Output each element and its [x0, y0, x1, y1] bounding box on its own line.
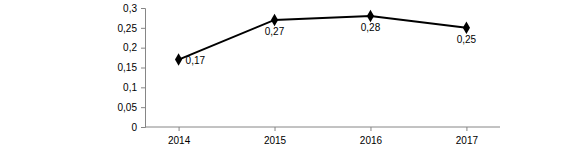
x-tick-mark [179, 127, 180, 131]
x-tick-mark [275, 127, 276, 131]
data-label: 0,27 [265, 26, 285, 37]
marker [463, 22, 470, 34]
x-tick-mark [370, 127, 371, 131]
line [179, 16, 467, 60]
x-tick: 2016 [360, 127, 383, 146]
plot-area [175, 10, 470, 66]
y-tick-label: 0,15 [118, 62, 138, 73]
x-tick-label: 2014 [168, 135, 191, 146]
y-tick-mark [141, 127, 145, 128]
x-tick-label: 2016 [360, 135, 383, 146]
y-tick: 0,2 [123, 42, 145, 53]
marker [367, 10, 374, 22]
y-tick-mark [141, 28, 145, 29]
y-tick-mark [141, 8, 145, 9]
y-tick-mark [141, 87, 145, 88]
marker [271, 14, 278, 26]
data-label: 0,25 [457, 34, 477, 45]
data-labels: 0,17 0,27 0,28 0,25 [186, 22, 477, 66]
y-tick: 0,15 [118, 62, 145, 73]
x-axis: 2014 2015 2016 2017 [145, 127, 500, 146]
data-label: 0,17 [186, 55, 206, 66]
x-tick-label: 2017 [456, 135, 479, 146]
x-tick-mark [466, 127, 467, 131]
data-label: 0,28 [361, 22, 381, 33]
y-tick-label: 0 [131, 122, 137, 133]
x-axis-line [145, 127, 500, 128]
y-tick-label: 0,3 [123, 3, 137, 14]
y-axis: 0 0,05 0,1 0,15 0,2 0,25 0,3 [118, 3, 146, 133]
y-tick: 0 [131, 122, 145, 133]
marker [175, 53, 182, 65]
chart: 0 0,05 0,1 0,15 0,2 0,25 0,3 2014 2015 2016 2017 0,… [0, 0, 581, 158]
y-tick: 0,1 [123, 82, 145, 93]
y-axis-line [141, 9, 146, 128]
y-tick-mark [141, 68, 145, 69]
y-tick-mark [141, 48, 145, 49]
y-tick-label: 0,1 [123, 82, 137, 93]
y-tick-mark [141, 107, 145, 108]
x-tick: 2017 [456, 127, 479, 146]
y-tick-label: 0,25 [118, 23, 138, 34]
x-tick: 2014 [168, 127, 191, 146]
y-tick-label: 0,2 [123, 42, 137, 53]
y-tick: 0,05 [118, 102, 145, 113]
y-tick: 0,3 [123, 3, 145, 14]
x-tick: 2015 [264, 127, 287, 146]
y-tick: 0,25 [118, 23, 145, 34]
x-tick-label: 2015 [264, 135, 287, 146]
y-tick-label: 0,05 [118, 102, 138, 113]
